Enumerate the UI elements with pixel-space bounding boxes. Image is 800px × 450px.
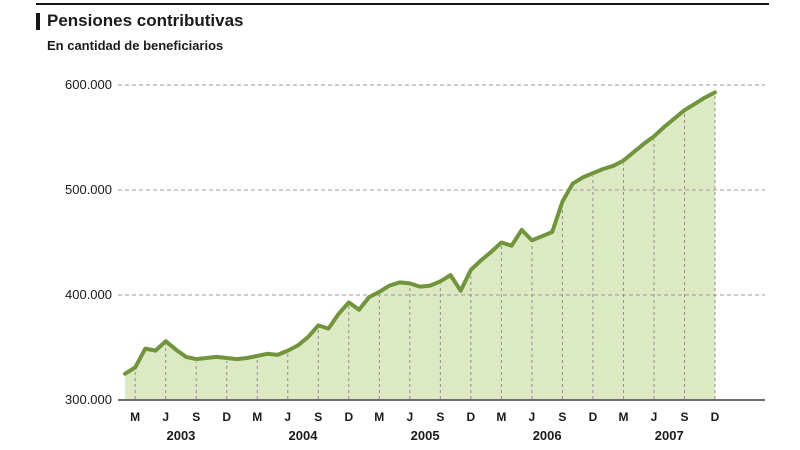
x-tick-label: J (284, 410, 291, 424)
x-tick-label: J (529, 410, 536, 424)
x-tick-label: S (680, 410, 688, 424)
area-fill (125, 92, 715, 401)
y-tick-label: 600.000 (65, 77, 112, 92)
x-tick-label: J (651, 410, 658, 424)
x-tick-label: S (558, 410, 566, 424)
x-tick-label: J (162, 410, 169, 424)
x-tick-label: M (496, 410, 506, 424)
chart-title: Pensiones contributivas (47, 11, 244, 30)
year-label: 2005 (411, 428, 440, 443)
y-tick-label: 500.000 (65, 182, 112, 197)
x-tick-label: M (618, 410, 628, 424)
x-tick-label: S (192, 410, 200, 424)
x-tick-label: M (252, 410, 262, 424)
series-line (123, 90, 717, 376)
x-tick-label: D (344, 410, 353, 424)
x-tick-label: D (467, 410, 476, 424)
x-tick-label: D (222, 410, 231, 424)
x-tick-label: D (711, 410, 720, 424)
x-tick-label: J (406, 410, 413, 424)
title-row: Pensiones contributivas (36, 11, 769, 31)
title-accent-bar (36, 12, 40, 30)
year-label: 2007 (655, 428, 684, 443)
year-label: 2004 (289, 428, 319, 443)
x-tick-label: S (436, 410, 444, 424)
x-tick-label: S (314, 410, 322, 424)
x-tick-label: M (130, 410, 140, 424)
y-tick-label: 400.000 (65, 287, 112, 302)
x-tick-label: M (374, 410, 384, 424)
chart-subtitle: En cantidad de beneficiarios (47, 37, 224, 53)
chart-header: Pensiones contributivas En cantidad de b… (36, 3, 769, 53)
year-label: 2003 (166, 428, 195, 443)
y-tick-label: 300.000 (65, 392, 112, 407)
year-label: 2006 (533, 428, 562, 443)
x-tick-label: D (589, 410, 598, 424)
